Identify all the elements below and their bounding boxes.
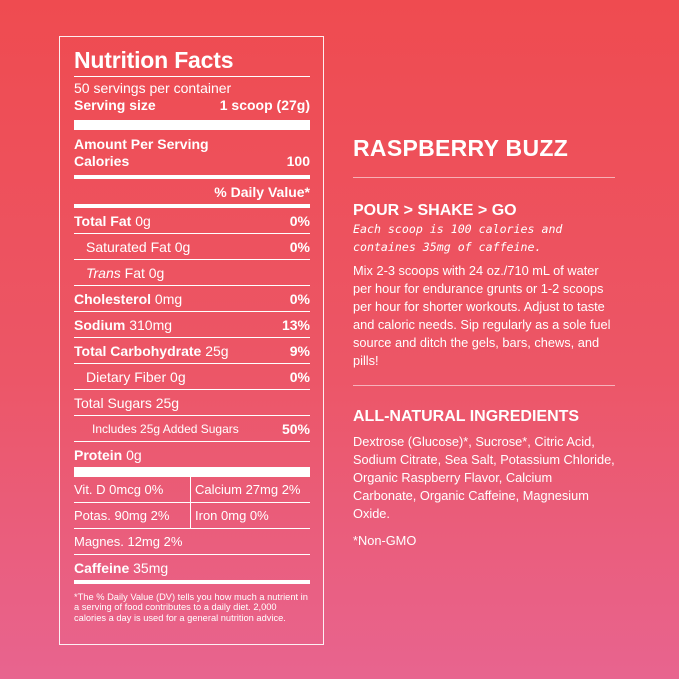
product-name: RASPBERRY BUZZ bbox=[353, 135, 569, 161]
serving-size-row: Serving size 1 scoop (27g) bbox=[74, 97, 310, 114]
calories-row: Calories 100 bbox=[74, 153, 310, 170]
nutrient-row-cholesterol: Cholesterol 0mg 0% bbox=[74, 285, 310, 311]
nutrition-facts-label: Nutrition Facts 50 servings per containe… bbox=[59, 36, 324, 645]
tagline: POUR > SHAKE > GO bbox=[353, 202, 517, 219]
ingredients-heading: ALL-NATURAL INGREDIENTS bbox=[353, 408, 580, 425]
nutrient-row-dietary-fiber: Dietary Fiber 0g 0% bbox=[74, 363, 310, 389]
nutrient-row-sodium: Sodium 310mg 13% bbox=[74, 311, 310, 337]
calories-label: Calories bbox=[74, 153, 130, 169]
summary-line: Each scoop is 100 calories and bbox=[353, 222, 563, 236]
caffeine-row: Caffeine 35mg bbox=[74, 554, 310, 580]
nutrient-row-protein: Protein 0g bbox=[74, 441, 310, 467]
non-gmo-note: *Non-GMO bbox=[353, 533, 417, 548]
thick-divider bbox=[74, 120, 310, 130]
product-info: RASPBERRY BUZZ POUR > SHAKE > GO Each sc… bbox=[353, 130, 615, 550]
daily-value-header: % Daily Value* bbox=[214, 183, 310, 200]
nutrient-row-saturated-fat: Saturated Fat 0g 0% bbox=[74, 233, 310, 259]
divider bbox=[74, 76, 310, 77]
servings-per-container: 50 servings per container bbox=[74, 80, 232, 96]
serving-size-label: Serving size bbox=[74, 97, 156, 113]
nutrient-row-total-sugars: Total Sugars 25g bbox=[74, 389, 310, 415]
amount-per-serving: Amount Per Serving bbox=[74, 136, 209, 152]
divider bbox=[353, 177, 615, 178]
divider bbox=[353, 385, 615, 386]
vitamin-row: Potas. 90mg 2% Iron 0mg 0% bbox=[74, 502, 310, 528]
daily-value-footnote: *The % Daily Value (DV) tells you how mu… bbox=[74, 592, 308, 623]
medium-divider bbox=[74, 175, 310, 179]
directions-text: Mix 2-3 scoops with 24 oz./710 mL of wat… bbox=[353, 263, 611, 368]
nutrient-row-trans-fat: Trans Fat 0g bbox=[74, 259, 310, 285]
vitamin-row: Vit. D 0mcg 0% Calcium 27mg 2% bbox=[74, 477, 310, 502]
vitamin-row: Magnes. 12mg 2% bbox=[74, 528, 310, 554]
serving-size-value: 1 scoop (27g) bbox=[219, 97, 310, 113]
medium-divider bbox=[74, 580, 310, 584]
ingredients-text: Dextrose (Glucose)*, Sucrose*, Citric Ac… bbox=[353, 434, 615, 521]
nutrient-row-total-fat: Total Fat 0g 0% bbox=[74, 212, 310, 229]
thick-divider bbox=[74, 467, 310, 477]
nutrient-row-added-sugars: Includes 25g Added Sugars 50% bbox=[74, 415, 310, 441]
summary-line: containes 35mg of caffeine. bbox=[353, 239, 542, 254]
medium-divider bbox=[74, 204, 310, 208]
nutrient-row-total-carbohydrate: Total Carbohydrate 25g 9% bbox=[74, 337, 310, 363]
nutrition-facts-title: Nutrition Facts bbox=[74, 47, 234, 73]
calories-value: 100 bbox=[286, 153, 310, 169]
